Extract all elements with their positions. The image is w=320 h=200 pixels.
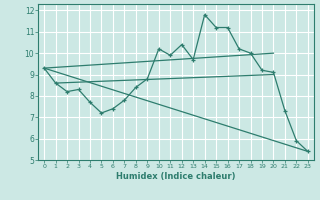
X-axis label: Humidex (Indice chaleur): Humidex (Indice chaleur)	[116, 172, 236, 181]
